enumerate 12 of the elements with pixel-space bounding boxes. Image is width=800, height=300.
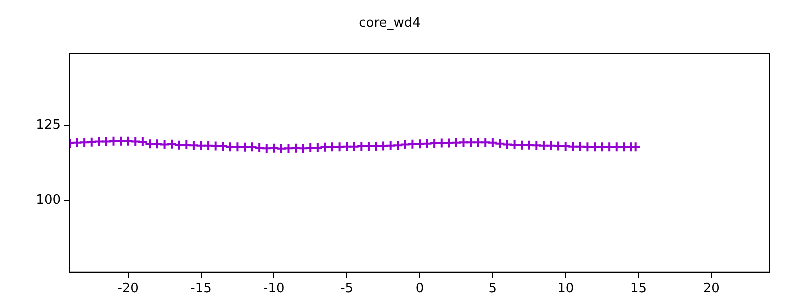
x-tick-label: 5 [488, 282, 498, 297]
x-tick-label: 20 [703, 282, 720, 297]
x-tick-label: -15 [190, 282, 212, 297]
x-tick-label: 0 [416, 282, 424, 297]
x-tick-label: -10 [264, 282, 285, 297]
x-tick-label: 15 [630, 282, 648, 297]
x-tick-label: 10 [558, 282, 574, 297]
y-tick-label: 125 [36, 118, 61, 133]
chart-title: core_wd4 [359, 16, 421, 32]
x-tick-label: -5 [340, 282, 354, 297]
x-tick-label: -20 [118, 282, 139, 297]
y-tick-label: 100 [36, 192, 61, 208]
